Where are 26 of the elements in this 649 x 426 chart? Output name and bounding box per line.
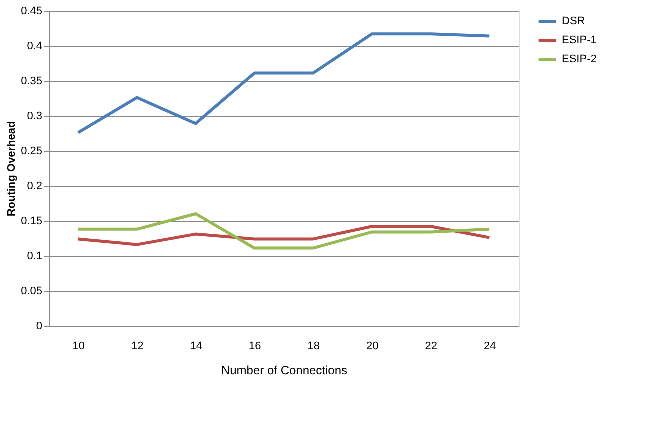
line-series [76,32,492,134]
y-tick-label: 0.4 [27,40,42,52]
y-tick-label: 0.45 [21,6,42,18]
x-axis-title: Number of Connections [221,364,348,378]
y-tick-label: 0.3 [27,110,42,122]
x-tick-label: 14 [190,340,202,352]
legend-label: DSR [562,16,586,28]
y-tick-label: 0 [36,320,42,332]
x-tick-label: 22 [425,340,438,352]
x-tick-label: 18 [308,340,320,352]
line-series [76,225,492,246]
x-tick-label: 12 [132,340,144,352]
x-tick-label: 24 [484,340,496,352]
legend-label: ESIP-1 [562,34,597,46]
y-tick-label: 0.15 [21,216,42,228]
x-tick-label: 20 [366,340,379,352]
legend-label: ESIP-2 [562,54,597,66]
line-series [76,212,492,250]
y-tick-label: 0.2 [27,180,42,192]
y-tick-label: 0.1 [27,250,42,262]
x-tick-label: 10 [72,340,85,352]
x-tick-label: 16 [249,340,262,352]
y-tick-label: 0.25 [21,146,42,158]
y-tick-label: 0.05 [21,286,42,298]
y-tick-label: 0.35 [21,76,42,88]
y-axis-title: Routing Overhead [6,121,18,217]
